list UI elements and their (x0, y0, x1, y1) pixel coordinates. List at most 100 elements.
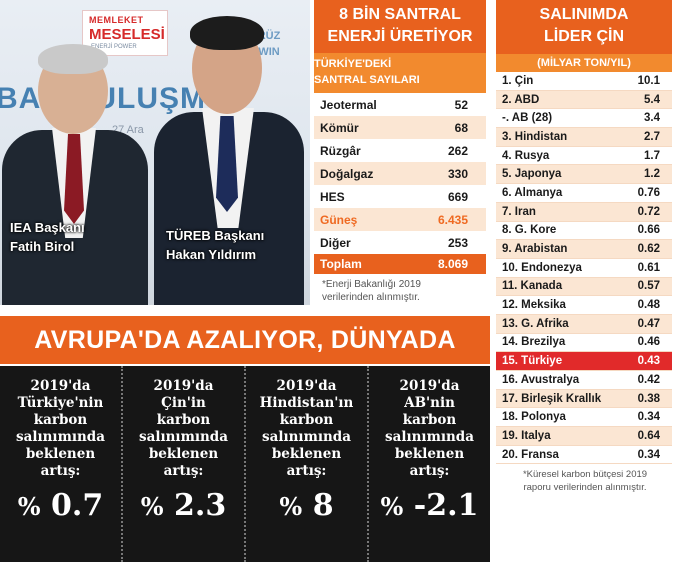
emission-note-line2: raporu verilerinden alınmıştır. (523, 482, 647, 494)
percent-sign: % (380, 492, 404, 521)
emission-value: 0.66 (637, 224, 660, 237)
increase-value: % 2.3 (123, 488, 244, 523)
percent-sign: % (279, 492, 303, 521)
country-name: -. AB (28) (502, 112, 553, 125)
increase-value: % 8 (246, 488, 367, 523)
increase-text-line: salınımında (262, 429, 351, 445)
caption-right-line1: TÜREB Başkanı (166, 228, 265, 243)
power-plant-table: 8 BİN SANTRAL ENERJİ ÜRETİYOR TÜRKİYE'DE… (314, 0, 486, 310)
power-plant-row: Diğer 253 (314, 231, 486, 254)
country-name: 8. G. Kore (502, 224, 557, 237)
emission-note-line1: *Küresel karbon bütçesi 2019 (522, 469, 648, 481)
country-name: 14. Brezilya (502, 336, 566, 349)
power-plant-subtitle-line1: TÜRKİYE'DEKİ (314, 58, 392, 70)
increase-value: % -2.1 (369, 488, 490, 523)
power-plant-total-row: Toplam 8.069 (314, 254, 486, 274)
plant-count: 52 (454, 97, 468, 112)
emission-value: 1.7 (644, 149, 660, 162)
emission-row: 1. Çin 10.1 (496, 72, 672, 91)
power-plant-subtitle: TÜRKİYE'DEKİ SANTRAL SAYILARI (314, 53, 486, 93)
country-name: 16. Avustralya (502, 373, 580, 386)
emission-row: 7. İran 0.72 (496, 202, 672, 222)
increase-text-line: beklenen (25, 446, 96, 462)
plant-count: 253 (447, 235, 468, 250)
emission-row: 2. ABD 5.4 (496, 90, 672, 110)
power-plant-title-line1: 8 BİN SANTRAL (339, 6, 461, 23)
increase-text-line: 2019'da (30, 378, 91, 394)
caption-left: IEA Başkanı Fatih Birol (10, 218, 85, 256)
emission-row: -. AB (28) 3.4 (496, 109, 672, 129)
country-name: 11. Kanada (502, 280, 563, 293)
increase-text-line: 2019'da (153, 378, 214, 394)
emission-row: 14. Brezilya 0.46 (496, 334, 672, 353)
increase-text-line: beklenen (148, 446, 219, 462)
emission-row: 17. Birleşik Krallık 0.38 (496, 389, 672, 409)
banner-line2: MESELESİ (89, 26, 165, 43)
emission-value: 0.64 (637, 429, 660, 442)
percent-sign: % (17, 492, 41, 521)
emission-row: 15. Türkiye 0.43 (496, 352, 672, 371)
emission-value: 0.61 (637, 261, 660, 274)
emission-value: 0.46 (637, 336, 660, 349)
emission-value: 0.43 (637, 355, 660, 368)
increase-value: % 0.7 (0, 488, 121, 523)
increase-column: 2019'da Çin'in karbon salınımında beklenen ar… (123, 366, 246, 562)
power-plant-title-line2: ENERJİ ÜRETİYOR (327, 28, 473, 45)
power-plant-note-line1: *Enerji Bakanlığı 2019 (322, 279, 421, 290)
emission-value: 0.34 (637, 448, 660, 461)
increase-text-line: beklenen (394, 446, 465, 462)
increase-column: 2019'da AB'nin karbon salınımında beklenen ar… (369, 366, 490, 562)
emission-row: 5. Japonya 1.2 (496, 165, 672, 185)
country-name: 18. Polonya (502, 411, 566, 424)
increase-text-line: beklenen (271, 446, 342, 462)
country-name: 19. İtalya (502, 429, 551, 442)
emission-row: 18. Polonya 0.34 (496, 408, 672, 428)
banner-line3: ENERJİ POWER (91, 44, 137, 50)
emission-row: 20. Fransa 0.34 (496, 446, 672, 465)
emission-ranking-table: SALINIMDA LİDER ÇİN (MİLYAR TON/YIL) 1. … (496, 0, 672, 562)
plant-type: Doğalgaz (320, 166, 374, 181)
plant-type: Diğer (320, 235, 351, 250)
increase-text-line: karbon (279, 412, 334, 428)
avrupa-headline: AVRUPA'DA AZALIYOR, DÜNYADA ARTIYOR (0, 316, 490, 402)
country-name: 10. Endonezya (502, 261, 582, 274)
emission-value: 1.2 (644, 168, 660, 181)
country-name: 15. Türkiye (502, 355, 563, 368)
plant-count: 262 (447, 143, 468, 158)
emission-increase-panel: 2019'da Türkiye'nin karbon salınımında bekle… (0, 366, 490, 562)
emission-value: 0.62 (637, 243, 660, 256)
country-name: 1. Çin (502, 74, 534, 87)
increase-text-line: Hindistan'ın (259, 395, 354, 411)
emission-value: 2.7 (644, 130, 660, 143)
plant-type: Kömür (320, 120, 359, 135)
caption-right-line2: Hakan Yıldırım (166, 247, 257, 262)
plant-count: 330 (447, 166, 468, 181)
increase-text-line: AB'nin (404, 395, 455, 411)
emission-unit: (MİLYAR TON/YIL) (496, 54, 672, 72)
increase-column: 2019'da Hindistan'ın karbon salınımında bekl… (246, 366, 369, 562)
emission-row: 3. Hindistan 2.7 (496, 128, 672, 147)
emission-row: 6. Almanya 0.76 (496, 184, 672, 203)
power-plant-source-note: *Enerji Bakanlığı 2019 verilerinden alın… (314, 274, 486, 304)
increase-text-line: Çin'in (161, 395, 206, 411)
emission-value: 0.76 (637, 186, 660, 199)
country-name: 7. İran (502, 205, 536, 218)
emission-value: 3.4 (644, 112, 660, 125)
emission-value: 0.48 (637, 299, 660, 312)
caption-left-line1: IEA Başkanı (10, 220, 85, 235)
power-plant-row: Güneş 6.435 (314, 208, 486, 231)
emission-value: 0.57 (637, 280, 660, 293)
emission-row: 10. Endonezya 0.61 (496, 259, 672, 278)
increase-text-line: karbon (402, 412, 457, 428)
increase-column: 2019'da Türkiye'nin karbon salınımında bekle… (0, 366, 123, 562)
plant-type: Jeotermal (320, 97, 377, 112)
emission-value: 0.47 (637, 317, 660, 330)
increase-text-line: salınımında (385, 429, 474, 445)
power-plant-row: Rüzgâr 262 (314, 139, 486, 162)
banner-line1: MEMLEKET (89, 15, 144, 25)
increase-text-line: artış: (286, 463, 327, 479)
country-name: 5. Japonya (502, 168, 562, 181)
country-name: 4. Rusya (502, 149, 550, 162)
plant-count: 669 (447, 189, 468, 204)
country-name: 13. G. Afrika (502, 317, 569, 330)
